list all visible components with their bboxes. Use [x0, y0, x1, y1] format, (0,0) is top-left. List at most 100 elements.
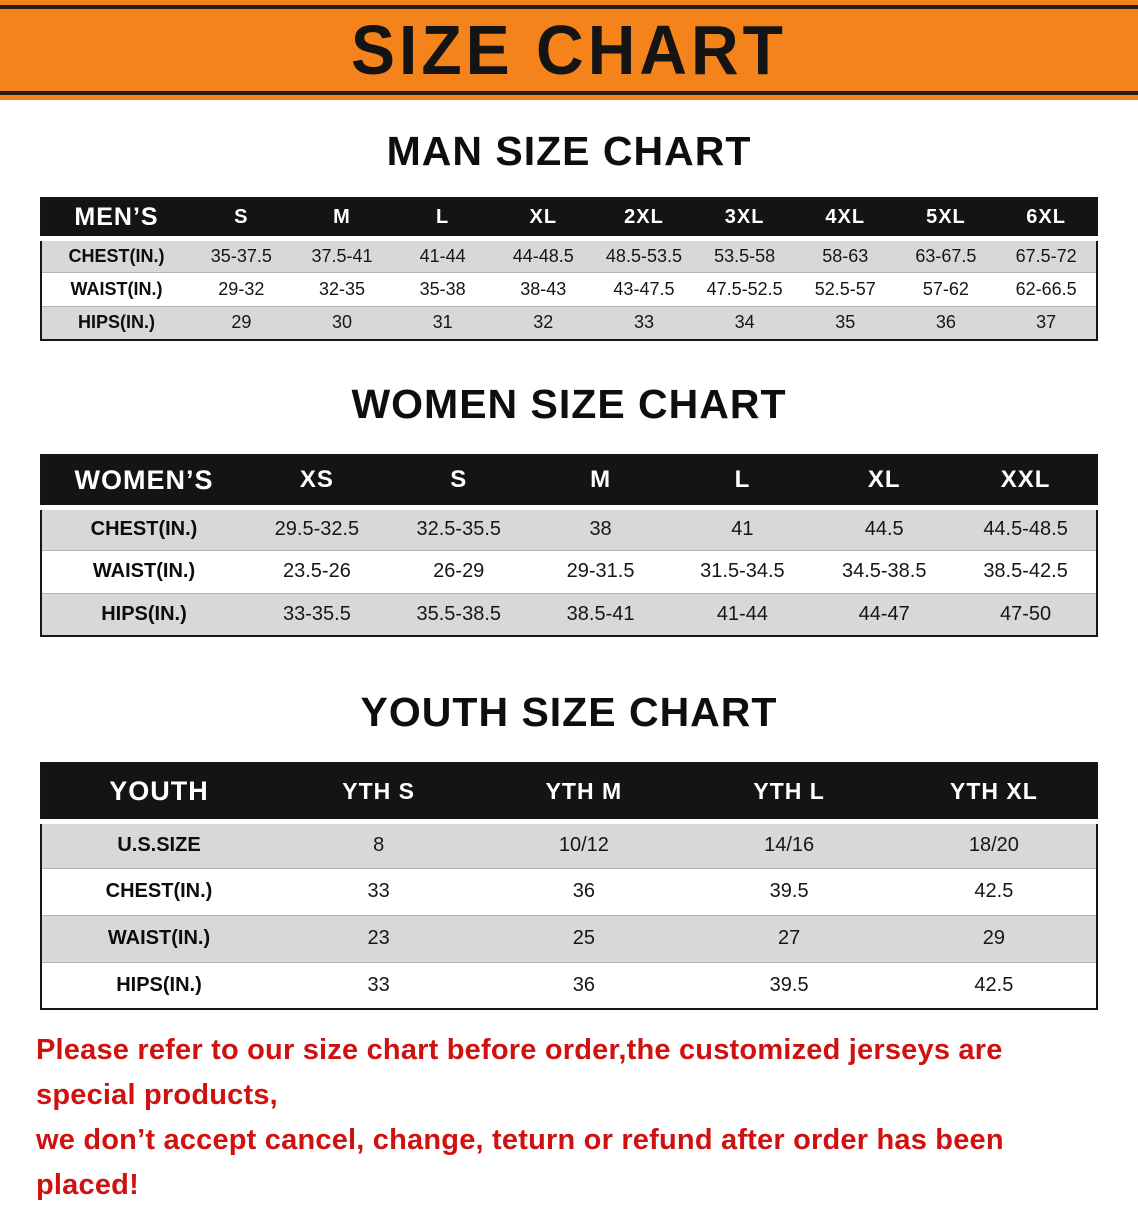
row-label-cell: HIPS(IN.) — [77, 312, 155, 333]
size-value-cell: 37.5-41 — [311, 245, 373, 266]
men-section-heading: MAN SIZE CHART — [386, 128, 752, 174]
size-value-cell: 38 — [589, 518, 612, 540]
men-size-table: MEN’S S M L XL 2XL 3XL 4XL 5XL 6XL CHEST(IN.) 35-37… — [40, 197, 1098, 341]
size-value-cell: 29-31.5 — [566, 560, 635, 582]
size-value-cell: 44.5 — [864, 518, 904, 540]
table-header-row: MEN’S S M L XL 2XL 3XL 4XL 5XL 6XL — [41, 198, 1097, 241]
row-label-cell: WAIST(IN.) — [92, 560, 196, 582]
size-value-cell: 44.5-48.5 — [983, 518, 1068, 540]
row-label-cell: WAIST(IN.) — [107, 927, 211, 949]
row-label-cell: HIPS(IN.) — [116, 973, 202, 996]
size-value-cell: 33 — [633, 312, 654, 333]
size-column-header: 3XL — [694, 198, 795, 241]
size-value-cell: 63-67.5 — [915, 245, 977, 266]
size-value-cell: 35-37.5 — [210, 245, 272, 266]
size-column-header: 6XL — [996, 198, 1097, 241]
size-column-header: XL — [813, 455, 956, 510]
size-value-cell: 52.5-57 — [814, 278, 876, 299]
size-value-cell: 36 — [935, 312, 956, 333]
size-value-cell: 8 — [373, 834, 385, 856]
size-column-header: S — [387, 455, 530, 510]
row-label-cell: WAIST(IN.) — [70, 278, 163, 299]
size-value-cell: 33 — [367, 880, 390, 902]
size-value-cell: 48.5-53.5 — [605, 245, 682, 266]
size-value-cell: 57-62 — [922, 278, 969, 299]
size-column-header: L — [671, 455, 814, 510]
youth-size-section: YOUTH SIZE CHART YOUTH YTH S YTH M YTH L YTH… — [0, 689, 1138, 1010]
size-column-header: YTH S — [276, 763, 482, 824]
size-column-header: XL — [492, 198, 594, 241]
size-value-cell: 67.5-72 — [1015, 245, 1077, 266]
size-value-cell: 33 — [367, 973, 390, 996]
size-value-cell: 38.5-41 — [566, 602, 635, 625]
size-column-header: M — [529, 455, 672, 510]
size-column-header: YTH M — [481, 763, 687, 824]
size-column-header: YTH XL — [891, 763, 1097, 824]
table-row: CHEST(IN.) 35-37.5 37.5-41 41-44 44-48.5 48.5… — [41, 238, 1097, 272]
youth-section-heading: YOUTH SIZE CHART — [360, 689, 778, 735]
footer-note-line-2: we don’t accept cancel, change, teturn o… — [36, 1123, 1004, 1201]
size-value-cell: 53.5-58 — [714, 245, 776, 266]
size-value-cell: 35.5-38.5 — [416, 602, 501, 625]
size-value-cell: 41-44 — [716, 602, 768, 625]
size-value-cell: 32 — [533, 312, 554, 333]
size-value-cell: 34 — [734, 312, 755, 333]
page-title: SIZE CHART — [351, 11, 787, 89]
table-row: WAIST(IN.) 23.5-26 26-29 29-31.5 31.5-34.5 34… — [41, 550, 1097, 593]
size-value-cell: 39.5 — [769, 880, 809, 902]
size-value-cell: 30 — [331, 312, 352, 333]
men-size-section: MAN SIZE CHART MEN’S S M L XL 2XL 3XL 4XL 5XL 6XL… — [0, 128, 1138, 341]
row-label-cell: CHEST(IN.) — [68, 245, 165, 266]
size-value-cell: 10/12 — [558, 834, 609, 856]
size-column-header: YTH L — [686, 763, 892, 824]
size-value-cell: 44-47 — [858, 602, 910, 625]
size-value-cell: 34.5-38.5 — [841, 560, 927, 582]
size-value-cell: 29 — [231, 312, 252, 333]
table-row: WAIST(IN.) 23 25 27 29 — [41, 915, 1097, 962]
table-row: HIPS(IN.) 33-35.5 35.5-38.5 38.5-41 41-44 44-… — [41, 593, 1097, 636]
women-section-heading: WOMEN SIZE CHART — [351, 381, 787, 427]
size-value-cell: 26-29 — [433, 560, 485, 582]
table-title-cell: MEN’S — [41, 198, 191, 241]
table-row: HIPS(IN.) 29 30 31 32 33 34 35 36 37 — [41, 306, 1097, 340]
size-column-header: 2XL — [593, 198, 695, 241]
size-value-cell: 39.5 — [769, 973, 809, 996]
size-value-cell: 32.5-35.5 — [416, 518, 501, 540]
size-value-cell: 35 — [835, 312, 856, 333]
row-label-cell: CHEST(IN.) — [105, 880, 213, 902]
size-value-cell: 44-48.5 — [512, 245, 574, 266]
size-value-cell: 38-43 — [520, 278, 567, 299]
table-row: CHEST(IN.) 29.5-32.5 32.5-35.5 38 41 44.5 44.5… — [41, 507, 1097, 550]
size-value-cell: 14/16 — [764, 834, 815, 856]
size-value-cell: 18/20 — [968, 834, 1019, 856]
table-row: WAIST(IN.) 29-32 32-35 35-38 38-43 43-47.5 47.… — [41, 272, 1097, 306]
size-column-header: XXL — [955, 455, 1097, 510]
size-column-header: M — [291, 198, 393, 241]
size-value-cell: 33-35.5 — [282, 602, 351, 625]
size-value-cell: 47-50 — [999, 602, 1052, 625]
size-column-header: L — [392, 198, 493, 241]
footer-note: Please refer to our size chart before or… — [36, 1028, 1108, 1208]
size-value-cell: 32-35 — [318, 278, 365, 299]
size-value-cell: 62-66.5 — [1015, 278, 1077, 299]
size-column-header: 5XL — [895, 198, 997, 241]
banner-inner: SIZE CHART — [0, 5, 1138, 95]
size-column-header: XS — [246, 455, 388, 510]
table-header-row: YOUTH YTH S YTH M YTH L YTH XL — [41, 763, 1097, 824]
row-label-cell: U.S.SIZE — [117, 834, 201, 856]
table-row: HIPS(IN.) 33 36 39.5 42.5 — [41, 962, 1097, 1009]
size-value-cell: 25 — [572, 927, 595, 949]
table-header-row: WOMEN’S XS S M L XL XXL — [41, 455, 1097, 510]
size-value-cell: 36 — [572, 880, 595, 902]
women-size-section: WOMEN SIZE CHART WOMEN’S XS S M L XL XXL CHEST(… — [0, 381, 1138, 637]
banner: SIZE CHART — [0, 0, 1138, 100]
size-value-cell: 41 — [731, 518, 754, 540]
row-label-cell: CHEST(IN.) — [90, 518, 198, 540]
size-value-cell: 35-38 — [419, 278, 466, 299]
size-value-cell: 27 — [778, 927, 801, 949]
size-value-cell: 31 — [432, 312, 453, 333]
size-value-cell: 23 — [367, 927, 390, 949]
table-row: CHEST(IN.) 33 36 39.5 42.5 — [41, 868, 1097, 915]
size-value-cell: 43-47.5 — [613, 278, 675, 299]
